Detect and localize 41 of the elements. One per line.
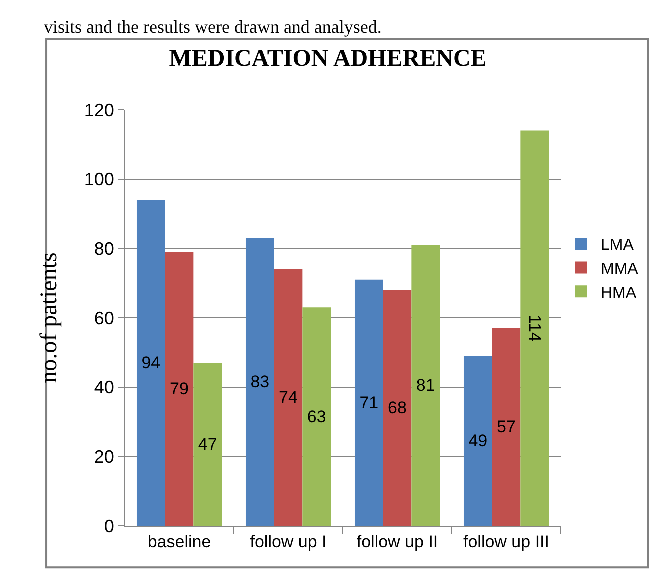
- data-label: 81: [416, 376, 436, 396]
- data-label: 57: [497, 418, 516, 437]
- x-tick-label: follow up I: [250, 532, 327, 552]
- bar: [246, 238, 274, 526]
- y-tick-label: 120: [84, 100, 114, 120]
- bar: [412, 245, 440, 526]
- bar: [354, 280, 384, 526]
- x-tick-label: baseline: [148, 532, 212, 552]
- bar: [136, 200, 166, 526]
- y-tick-label: 100: [84, 170, 114, 190]
- bar: [383, 290, 412, 526]
- legend-label: MMA: [601, 261, 639, 278]
- data-label: 83: [250, 372, 270, 392]
- legend-label: HMA: [601, 284, 637, 302]
- chart-title: MEDICATION ADHERENCE: [169, 46, 487, 72]
- x-tick-label: follow up III: [464, 532, 550, 552]
- y-axis-title: no.of patients: [36, 252, 62, 384]
- data-label: 94: [142, 354, 161, 373]
- bar: [194, 363, 222, 526]
- data-label: 68: [388, 398, 407, 418]
- y-tick-label: 0: [104, 516, 114, 536]
- data-label: 49: [468, 432, 488, 451]
- y-tick-label: 20: [94, 446, 114, 467]
- bar: [520, 130, 550, 526]
- y-tick-label: 60: [94, 308, 114, 328]
- bar: [274, 269, 303, 526]
- data-label: 47: [198, 435, 218, 454]
- data-label: 74: [279, 388, 298, 408]
- data-label: 71: [360, 393, 379, 412]
- x-tick-label: follow up II: [356, 532, 438, 552]
- y-tick-label: 40: [94, 378, 114, 398]
- data-label: 114: [525, 314, 544, 342]
- legend-label: LMA: [601, 237, 634, 254]
- bar: [464, 356, 492, 526]
- y-tick-label: 80: [94, 238, 114, 259]
- bar: [302, 308, 332, 526]
- data-label: 79: [170, 380, 189, 399]
- text: visits and the results were drawn and analysed.: [44, 17, 382, 37]
- bar: [492, 328, 521, 526]
- bar: [165, 252, 194, 526]
- data-label: 63: [307, 407, 326, 426]
